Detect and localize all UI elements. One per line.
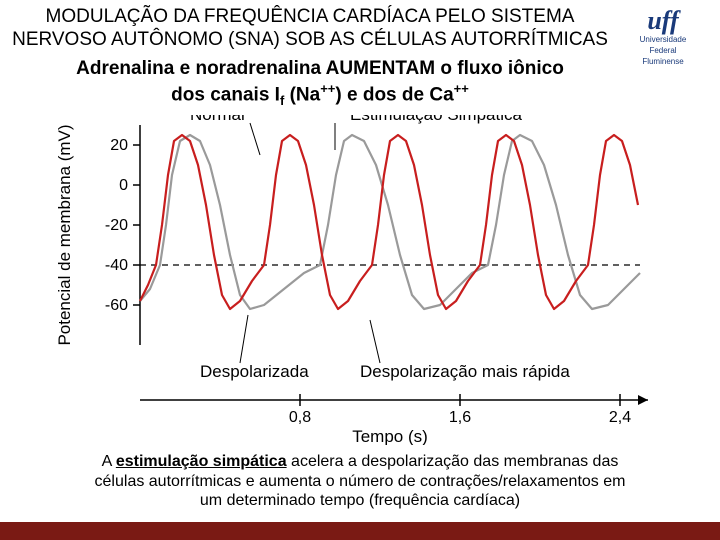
logo-sub2: Federal (618, 47, 708, 56)
bottom-bar (0, 522, 720, 540)
svg-text:-60: -60 (105, 297, 128, 314)
title-line1: MODULAÇÃO DA FREQUÊNCIA CARDÍACA PELO SI… (46, 6, 575, 27)
svg-text:20: 20 (110, 137, 128, 154)
svg-text:Estimulação Simpática: Estimulação Simpática (350, 115, 523, 124)
svg-text:0,8: 0,8 (289, 409, 311, 426)
svg-text:Despolarizada: Despolarizada (200, 362, 309, 381)
svg-text:Potencial de membrana (mV): Potencial de membrana (mV) (55, 124, 74, 345)
svg-text:2,4: 2,4 (609, 409, 631, 426)
caption: A estimulação simpática acelera a despol… (20, 452, 700, 510)
subtitle-l2c: ) e dos de Ca (335, 84, 453, 105)
logo-sub3: Fluminense (618, 58, 708, 67)
subtitle-l2a: dos canais I (171, 84, 280, 105)
caption-l1c: acelera a despolarização das membranas d… (287, 453, 619, 470)
subtitle-block: Adrenalina e noradrenalina AUMENTAM o fl… (30, 58, 610, 109)
subtitle-l1: Adrenalina e noradrenalina AUMENTAM o fl… (76, 58, 564, 79)
svg-text:Normal: Normal (190, 115, 245, 124)
svg-text:1,6: 1,6 (449, 409, 471, 426)
slide: MODULAÇÃO DA FREQUÊNCIA CARDÍACA PELO SI… (0, 0, 720, 540)
caption-l1a: A (102, 453, 116, 470)
svg-text:-20: -20 (105, 217, 128, 234)
caption-l2: células autorrítmicas e aumenta o número… (95, 473, 626, 490)
svg-text:Despolarização mais rápida: Despolarização mais rápida (360, 362, 570, 381)
title-block: MODULAÇÃO DA FREQUÊNCIA CARDÍACA PELO SI… (10, 6, 610, 52)
svg-text:0: 0 (119, 177, 128, 194)
subtitle-l2b: (Na (284, 84, 320, 105)
university-logo: uff Universidade Federal Fluminense (618, 8, 708, 66)
caption-l1b: estimulação simpática (116, 453, 287, 470)
caption-l3: um determinado tempo (frequência cardíac… (200, 492, 520, 509)
chart-svg: -60 -40 -20 0 20 Potencial de membrana (mV) No… (50, 115, 670, 445)
subtitle-sup2: ++ (454, 81, 469, 96)
svg-text:-40: -40 (105, 257, 128, 274)
subtitle-sup1: ++ (320, 81, 335, 96)
logo-sub1: Universidade (618, 36, 708, 45)
svg-text:Tempo (s): Tempo (s) (352, 427, 428, 445)
logo-text: uff (618, 8, 708, 34)
membrane-potential-chart: -60 -40 -20 0 20 Potencial de membrana (mV) No… (50, 115, 670, 445)
title-line2: NERVOSO AUTÔNOMO (SNA) SOB AS CÉLULAS AU… (12, 29, 608, 50)
